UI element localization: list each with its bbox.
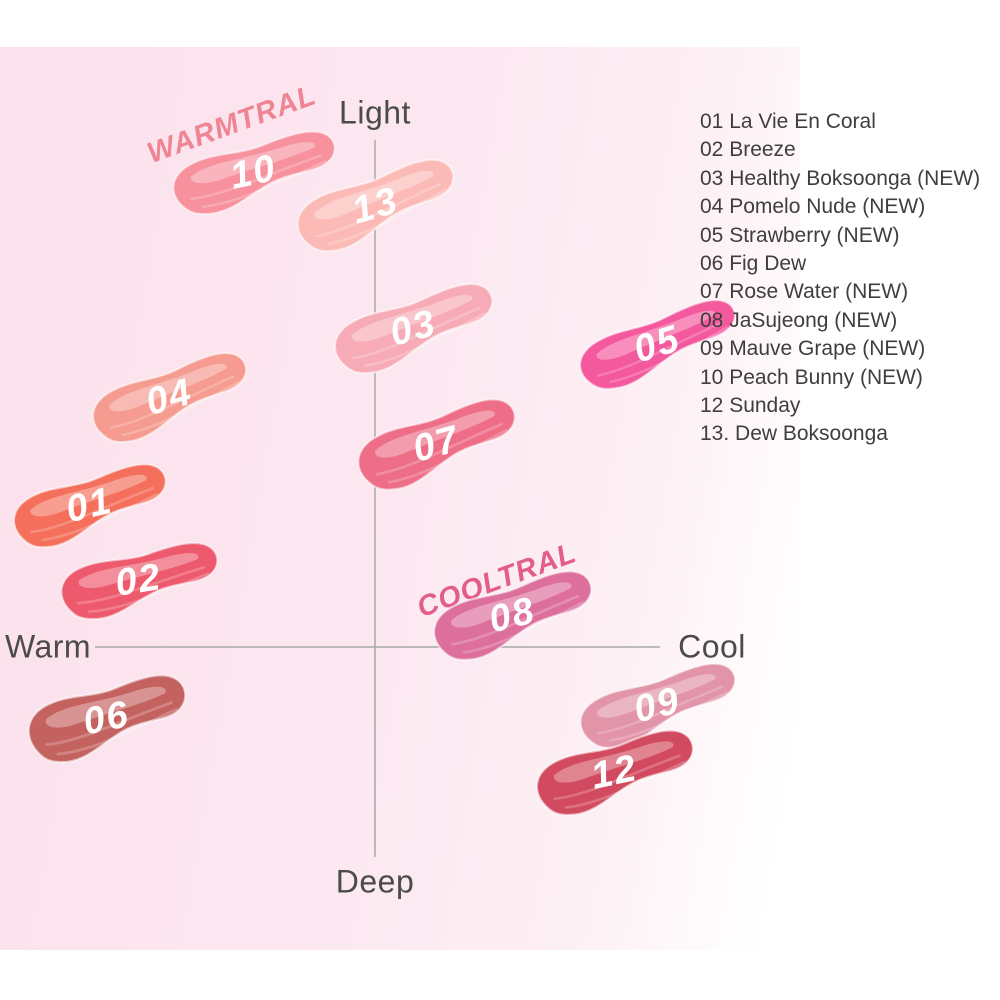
shade-number: 06: [79, 693, 134, 744]
legend-item-08: 08 JaSujeong (NEW): [700, 308, 898, 332]
shade-swatch-03: 03: [318, 268, 510, 395]
shade-legend: 01 La Vie En Coral 02 Breeze 03 Healthy …: [700, 108, 980, 449]
shade-swatch-02: 02: [49, 529, 230, 637]
lipstick-smear-icon: [27, 674, 187, 764]
lipstick-smear-icon: [60, 542, 219, 621]
axis-label-warm: Warm: [4, 628, 92, 665]
legend-item-09: 09 Mauve Grape (NEW): [700, 337, 926, 361]
shade-swatch-13: 13: [280, 143, 472, 273]
shade-swatch-04: 04: [76, 337, 264, 463]
axis-label-light: Light: [339, 94, 411, 131]
axis-label-cool: Cool: [678, 628, 746, 665]
lipstick-smear-icon: [579, 662, 736, 749]
shade-number: 02: [112, 556, 165, 605]
legend-item-05: 05 Strawberry (NEW): [700, 223, 900, 247]
horizontal-axis-line: [95, 646, 660, 648]
lipstick-smear-icon: [579, 299, 736, 390]
legend-item-07: 07 Rose Water (NEW): [700, 280, 909, 304]
lipstick-smear-icon: [536, 729, 694, 817]
lipstick-smear-icon: [13, 463, 167, 549]
legend-item-02: 02 Breeze: [700, 138, 796, 162]
shade-swatch-12: 12: [522, 715, 708, 835]
lipstick-smear-icon: [172, 130, 336, 216]
shade-swatch-09: 09: [565, 648, 751, 767]
lipstick-smear-icon: [92, 352, 247, 444]
vertical-axis-line: [374, 140, 376, 857]
lipstick-smear-icon: [433, 570, 593, 661]
legend-item-10: 10 Peach Bunny (NEW): [700, 365, 923, 389]
legend-item-03: 03 Healthy Boksoonga (NEW): [700, 166, 981, 190]
legend-item-12: 12 Sunday: [700, 394, 801, 418]
shade-swatch-01: 01: [0, 449, 181, 567]
shade-swatch-06: 06: [14, 659, 200, 782]
shade-swatch-07: 07: [341, 383, 532, 511]
lipstick-smear-icon: [296, 158, 455, 253]
shade-swatch-08: 08: [418, 555, 609, 681]
legend-item-04: 04 Pomelo Nude (NEW): [700, 195, 926, 219]
shade-swatch-05: 05: [563, 284, 753, 410]
lipstick-smear-icon: [357, 398, 516, 491]
legend-item-06: 06 Fig Dew: [700, 252, 807, 276]
legend-item-13: 13. Dew Boksoonga: [700, 422, 888, 446]
axis-label-deep: Deep: [335, 863, 415, 900]
shade-swatch-10: 10: [158, 116, 349, 233]
lipstick-smear-icon: [334, 282, 494, 375]
legend-item-01: 01 La Vie En Coral: [700, 110, 876, 133]
